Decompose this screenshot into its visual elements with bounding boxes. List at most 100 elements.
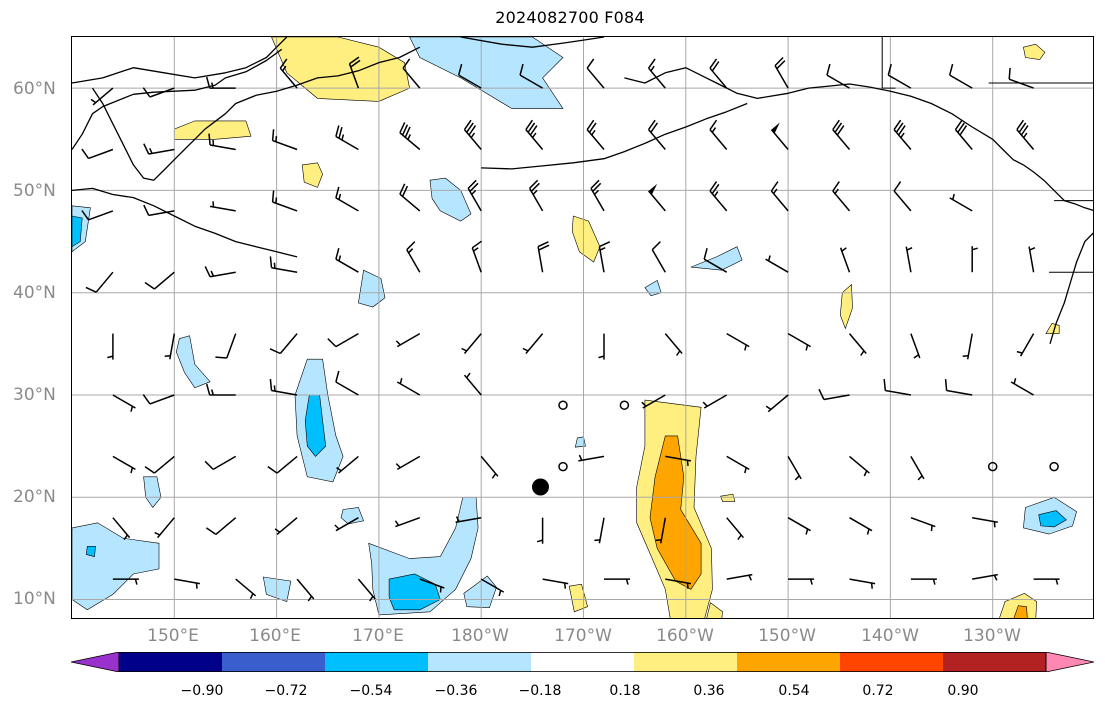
wind-barb	[949, 193, 973, 212]
wind-barb	[395, 455, 421, 471]
colorbar-segment	[634, 652, 738, 672]
wind-barb	[905, 246, 913, 273]
wind-barb	[1010, 378, 1034, 396]
wind-barb	[774, 56, 789, 89]
wind-barb	[1033, 578, 1060, 585]
wind-barb	[348, 56, 361, 89]
wind-barb	[586, 58, 605, 89]
lon-label-170e: 170°E	[352, 626, 404, 646]
wind-barb	[578, 454, 605, 462]
wind-barb	[948, 63, 973, 89]
shaded-region-yellow	[568, 583, 588, 613]
wind-barb	[357, 578, 376, 602]
wind-barb	[910, 578, 937, 585]
shaded-region-orange	[1013, 605, 1028, 618]
wind-barb	[274, 517, 298, 535]
shaded-contours-layer	[72, 37, 1077, 618]
lon-label-160w: 160°W	[656, 626, 714, 646]
coastline-layer	[72, 37, 1093, 344]
wind-barb	[709, 181, 728, 212]
wind-barb	[457, 63, 482, 89]
lat-label-40: 40°N	[13, 283, 56, 303]
wind-barb	[1028, 246, 1036, 273]
wind-barb	[174, 578, 201, 589]
wind-barb	[419, 578, 445, 593]
colorbar-label-neg-018: −0.18	[518, 683, 562, 699]
wind-barb	[971, 246, 978, 273]
shaded-region-lightblue	[143, 476, 162, 509]
wind-barb	[787, 332, 811, 351]
wind-barb	[164, 333, 176, 360]
lat-label-30: 30°N	[13, 385, 56, 405]
wind-barb	[519, 63, 543, 89]
wind-barb	[598, 333, 605, 360]
wind-barb	[204, 266, 236, 278]
lon-label-130w: 130°W	[963, 626, 1021, 646]
wind-barb	[90, 87, 114, 106]
wind-barb	[461, 333, 482, 354]
wind-barb	[787, 456, 802, 481]
wind-barb	[154, 517, 175, 539]
calm-wind-marker	[558, 400, 568, 410]
wind-barb	[296, 578, 315, 602]
lon-label-160e: 160°E	[249, 626, 301, 646]
wind-barb	[144, 271, 175, 290]
shaded-region-lightblue	[409, 37, 564, 109]
wind-barb	[267, 455, 298, 474]
wind-barb	[972, 516, 998, 528]
wind-barb	[335, 125, 359, 151]
colorbar-label-072: 0.72	[862, 683, 894, 699]
wind-barb	[399, 183, 421, 212]
wind-barb	[455, 516, 482, 523]
markers-layer	[532, 400, 1059, 496]
wind-barb	[85, 271, 114, 293]
lon-label-170w: 170°W	[554, 626, 612, 646]
wind-barb	[327, 332, 359, 348]
boundary-layer	[881, 37, 1093, 273]
wind-barb	[765, 255, 789, 273]
shaded-region-orange	[649, 435, 702, 590]
coastline	[72, 187, 298, 258]
wind-barb	[112, 394, 136, 412]
calm-wind-marker	[558, 461, 568, 472]
wind-barb	[467, 179, 482, 212]
wind-barb	[944, 379, 973, 396]
colorbar-segment	[531, 652, 635, 672]
wind-barb	[143, 204, 175, 217]
wind-barb	[334, 517, 359, 532]
wind-barb	[1016, 333, 1035, 357]
wind-barb	[962, 333, 973, 360]
shaded-region-yellow	[706, 602, 723, 618]
wind-barb	[204, 455, 237, 471]
wind-barb	[788, 578, 815, 585]
wind-barb	[726, 517, 744, 541]
wind-barb	[215, 333, 237, 359]
wind-barb	[107, 333, 114, 360]
shaded-region-blue	[72, 215, 83, 248]
colorbar-outline	[118, 652, 1047, 672]
shaded-region-lightblue	[690, 246, 743, 271]
wind-barb	[664, 333, 683, 356]
wind-barb	[235, 578, 257, 600]
wind-barb	[396, 378, 421, 396]
wind-barb	[765, 394, 789, 413]
wind-barb	[269, 333, 298, 355]
wind-barb	[209, 201, 236, 212]
wind-barb	[604, 578, 630, 585]
colorbar-segment	[428, 652, 532, 672]
wind-barb	[522, 333, 544, 354]
wind-barb	[651, 241, 666, 273]
political-boundary	[881, 37, 896, 89]
colorbar-label-054: 0.54	[778, 683, 810, 699]
wind-barb	[883, 379, 912, 396]
wind-barb	[832, 181, 851, 212]
shaded-region-yellow	[571, 215, 601, 263]
coastline	[624, 67, 1093, 211]
lon-label-150w: 150°W	[758, 626, 816, 646]
coastline	[72, 37, 288, 84]
wind-barb	[395, 332, 421, 348]
shaded-region-lightblue	[358, 269, 386, 308]
shaded-region-lightblue	[72, 522, 160, 611]
wind-barb	[887, 63, 912, 89]
lat-label-20: 20°N	[13, 487, 56, 507]
